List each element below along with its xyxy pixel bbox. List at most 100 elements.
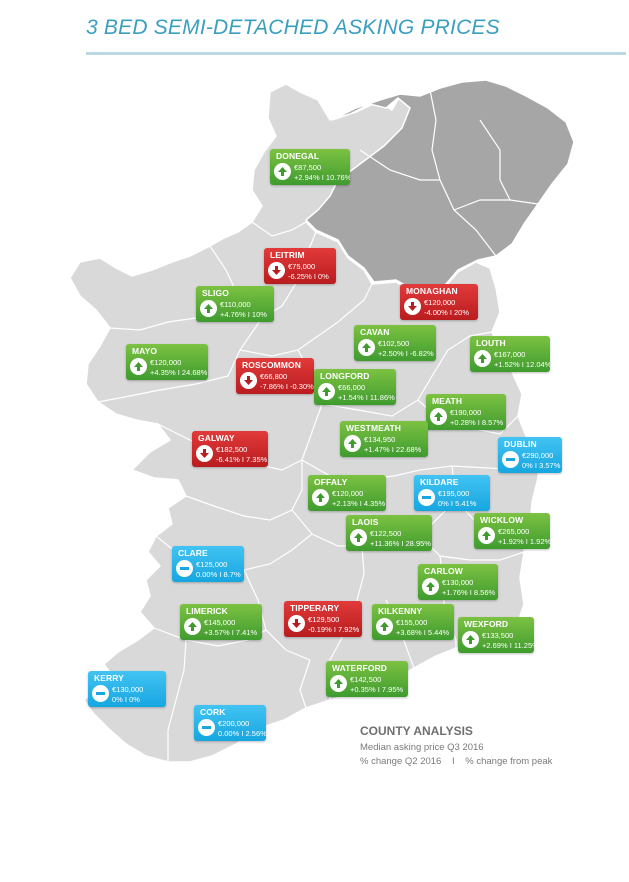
arrow-down-icon (404, 298, 421, 315)
county-percent-change: +3.68% I 5.44% (396, 628, 450, 637)
arrow-down-icon (288, 615, 305, 632)
county-median-price: €87,500 (294, 163, 322, 172)
county-median-price: €167,000 (494, 350, 526, 359)
county-name: LONGFORD (320, 371, 370, 381)
county-card-leitrim: LEITRIM €75,000 -6.25% I 0% (264, 248, 336, 284)
legend-heading: COUNTY ANALYSIS (360, 724, 473, 738)
county-median-price: €120,000 (424, 298, 456, 307)
county-percent-change: -6.41% I 7.35% (216, 455, 268, 464)
county-name: MONAGHAN (406, 286, 458, 296)
county-percent-change: 0.00% I 8.7% (196, 570, 241, 579)
arrow-up-icon (330, 675, 347, 692)
county-name: MAYO (132, 346, 158, 356)
arrow-up-icon (312, 489, 329, 506)
county-percent-change: 0% I 3.57% (522, 461, 561, 470)
county-percent-change: -6.25% I 0% (288, 272, 329, 281)
county-median-price: €122,500 (370, 529, 402, 538)
county-percent-change: +2.94% I 10.76% (294, 173, 350, 182)
county-card-galway: GALWAY €182,500 -6.41% I 7.35% (192, 431, 268, 467)
county-percent-change: -7.86% I -0.30% (260, 382, 314, 391)
county-median-price: €182,500 (216, 445, 248, 454)
county-median-price: €145,000 (204, 618, 236, 627)
page-title: 3 BED SEMI-DETACHED ASKING PRICES (86, 16, 500, 39)
county-card-tipperary: TIPPERARY €129,500 -0.19% I 7.92% (284, 601, 362, 637)
arrow-up-icon (422, 578, 439, 595)
arrow-down-icon (196, 445, 213, 462)
arrow-up-icon (478, 527, 495, 544)
county-percent-change: +3.57% I 7.41% (204, 628, 258, 637)
county-median-price: €125,000 (196, 560, 228, 569)
arrow-up-icon (474, 350, 491, 367)
arrow-down-icon (240, 372, 257, 389)
dash-icon (502, 451, 519, 468)
county-card-carlow: CARLOW €130,000 +1.76% I 8.56% (418, 564, 498, 600)
title-divider (86, 52, 626, 55)
arrow-up-icon (318, 383, 335, 400)
county-name: WEXFORD (464, 619, 509, 629)
arrow-up-icon (200, 300, 217, 317)
county-median-price: €75,000 (288, 262, 316, 271)
map-legend: COUNTY ANALYSIS Median asking price Q3 2… (360, 724, 552, 767)
county-name: CLARE (178, 548, 208, 558)
arrow-up-icon (130, 358, 147, 375)
county-card-kilkenny: KILKENNY €155,000 +3.68% I 5.44% (372, 604, 454, 640)
county-percent-change: +1.92% I 1.92% (498, 537, 550, 546)
dash-icon (198, 719, 215, 736)
arrow-up-icon (462, 631, 479, 648)
arrow-up-icon (184, 618, 201, 635)
county-median-price: €66,800 (260, 372, 288, 381)
arrow-up-icon (376, 618, 393, 635)
county-card-wexford: WEXFORD €133,500 +2.69% I 11.25% (458, 617, 534, 653)
county-name: CORK (200, 707, 226, 717)
arrow-up-icon (274, 163, 291, 180)
county-median-price: €130,000 (112, 685, 144, 694)
county-card-westmeath: WESTMEATH €134,950 +1.47% I 22.68% (340, 421, 428, 457)
county-percent-change: 0% I 5.41% (438, 499, 477, 508)
county-card-louth: LOUTH €167,000 +1.52% I 12.04% (470, 336, 550, 372)
county-card-kildare: KILDARE €195,000 0% I 5.41% (414, 475, 490, 511)
county-card-monaghan: MONAGHAN €120,000 -4.00% I 20% (400, 284, 478, 320)
county-percent-change: +1.76% I 8.56% (442, 588, 496, 597)
county-median-price: €102,500 (378, 339, 410, 348)
county-card-clare: CLARE €125,000 0.00% I 8.7% (172, 546, 244, 582)
county-percent-change: -4.00% I 20% (424, 308, 470, 317)
arrow-down-icon (268, 262, 285, 279)
county-percent-change: +2.69% I 11.25% (482, 641, 534, 650)
county-percent-change: +0.28% I 8.57% (450, 418, 504, 427)
county-card-roscommon: ROSCOMMON €66,800 -7.86% I -0.30% (236, 358, 314, 394)
county-name: LIMERICK (186, 606, 228, 616)
county-card-dublin: DUBLIN €290,000 0% I 3.57% (498, 437, 562, 473)
county-card-laois: LAOIS €122,500 +11.36% I 28.95% (346, 515, 432, 551)
dash-icon (176, 560, 193, 577)
legend-q2-change: % change Q2 2016 (360, 756, 442, 767)
county-name: CARLOW (424, 566, 463, 576)
county-name: WATERFORD (332, 663, 388, 673)
arrow-up-icon (344, 435, 361, 452)
county-card-waterford: WATERFORD €142,500 +0.35% I 7.95% (326, 661, 408, 697)
county-name: SLIGO (202, 288, 229, 298)
county-median-price: €130,000 (442, 578, 474, 587)
county-card-meath: MEATH €190,000 +0.28% I 8.57% (426, 394, 506, 430)
county-percent-change: +1.52% I 12.04% (494, 360, 550, 369)
arrow-up-icon (430, 408, 447, 425)
county-card-sligo: SLIGO €110,000 +4.76% I 10% (196, 286, 274, 322)
county-card-cavan: CAVAN €102,500 +2.50% I -6.82% (354, 325, 436, 361)
county-median-price: €200,000 (218, 719, 250, 728)
county-median-price: €195,000 (438, 489, 470, 498)
dash-icon (418, 489, 435, 506)
county-card-donegal: DONEGAL €87,500 +2.94% I 10.76% (270, 149, 350, 185)
county-name: WESTMEATH (346, 423, 402, 433)
county-card-cork: CORK €200,000 0.00% I 2.56% (194, 705, 266, 741)
county-median-price: €120,000 (150, 358, 182, 367)
county-median-price: €129,500 (308, 615, 340, 624)
county-name: MEATH (432, 396, 463, 406)
county-percent-change: 0% I 0% (112, 695, 140, 704)
county-percent-change: +1.47% I 22.68% (364, 445, 422, 454)
county-median-price: €265,000 (498, 527, 530, 536)
county-median-price: €66,000 (338, 383, 366, 392)
county-percent-change: +11.36% I 28.95% (370, 539, 431, 548)
county-median-price: €190,000 (450, 408, 482, 417)
county-name: CAVAN (360, 327, 390, 337)
county-card-kerry: KERRY €130,000 0% I 0% (88, 671, 166, 707)
county-name: KERRY (94, 673, 124, 683)
